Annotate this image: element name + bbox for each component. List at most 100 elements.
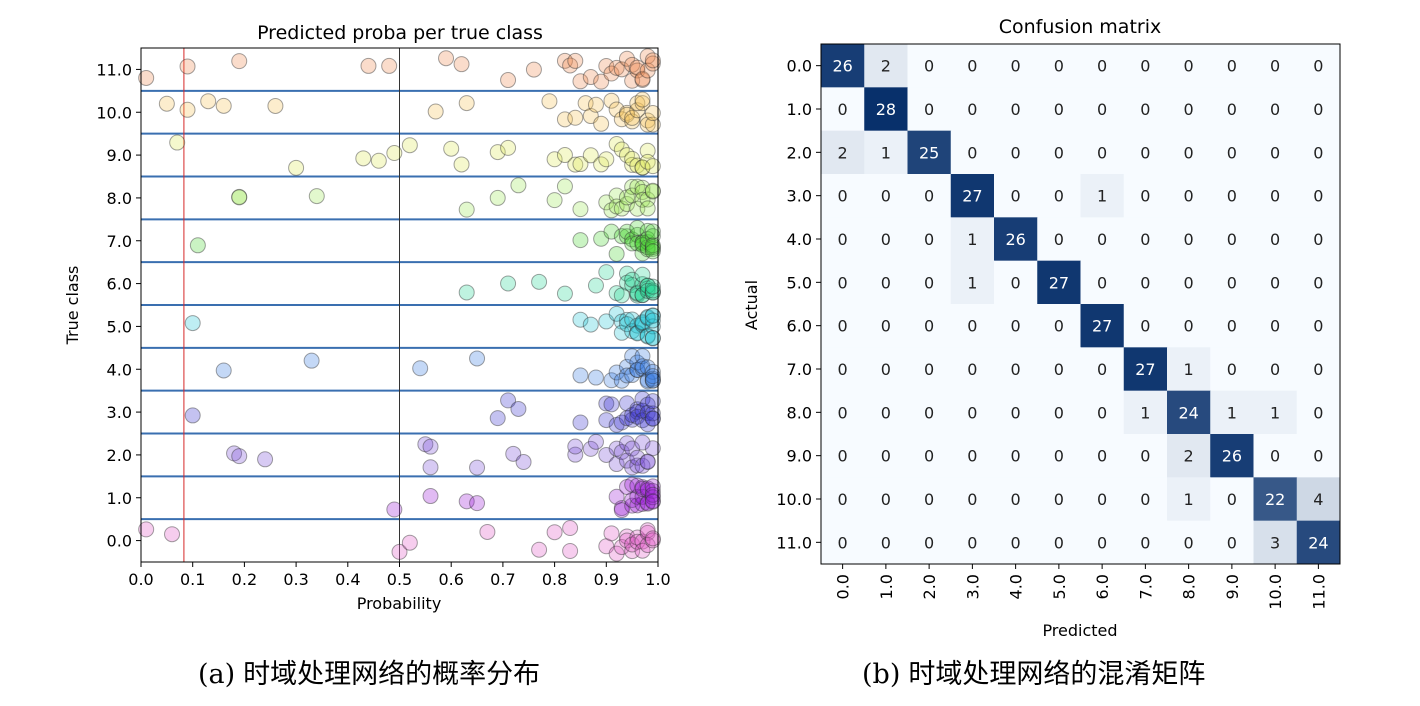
data-point xyxy=(489,189,506,206)
cm-cell-value: 0 xyxy=(881,360,891,379)
data-point xyxy=(634,159,651,176)
data-point xyxy=(624,492,641,509)
data-point xyxy=(179,101,196,118)
data-point xyxy=(634,95,651,112)
data-point xyxy=(582,316,599,333)
data-point xyxy=(370,152,387,169)
data-point xyxy=(613,313,630,330)
data-point xyxy=(138,69,155,86)
cm-cell-value: 26 xyxy=(1005,230,1025,249)
cm-cell-value: 3 xyxy=(1270,533,1280,552)
cm-cell-value: 27 xyxy=(1049,273,1069,292)
data-point xyxy=(577,95,594,112)
cm-cell xyxy=(1080,347,1125,392)
data-point xyxy=(500,139,517,156)
data-point xyxy=(639,396,656,413)
data-point xyxy=(158,95,175,112)
data-point xyxy=(629,354,646,371)
cm-cell-value: 0 xyxy=(1140,533,1150,552)
data-point xyxy=(624,72,641,89)
caption-b: (b) 时域处理网络的混淆矩阵 xyxy=(862,652,1205,691)
data-point xyxy=(618,147,635,164)
cm-cell-value: 0 xyxy=(838,447,848,466)
cm-cell-value: 0 xyxy=(924,490,934,509)
cm-cell xyxy=(864,477,908,522)
cm-cell xyxy=(950,434,995,478)
cm-cell xyxy=(821,44,865,88)
data-point xyxy=(644,410,661,427)
cm-y-tick-label: 10.0 xyxy=(776,490,812,509)
data-point xyxy=(639,48,656,65)
data-point xyxy=(629,408,646,425)
cm-cell-value: 0 xyxy=(924,360,934,379)
cm-cell-value: 1 xyxy=(881,143,891,162)
data-point xyxy=(639,453,656,470)
cm-x-tick-label: 11.0 xyxy=(1309,574,1328,610)
cm-cell-value: 0 xyxy=(1097,447,1107,466)
data-point xyxy=(562,543,579,560)
cm-cell-value: 2 xyxy=(838,143,848,162)
cm-cell xyxy=(1296,477,1341,522)
data-point xyxy=(572,414,589,431)
y-tick-label: 11.0 xyxy=(96,60,132,79)
data-point xyxy=(639,328,656,345)
data-point xyxy=(629,284,646,301)
data-point xyxy=(629,529,646,546)
cm-cell xyxy=(1080,44,1125,88)
cm-cell xyxy=(1296,434,1341,478)
cm-cell-value: 0 xyxy=(1011,273,1021,292)
data-point xyxy=(629,361,646,378)
cm-cell xyxy=(1167,44,1211,88)
cm-cell-value: 26 xyxy=(1222,447,1242,466)
data-point xyxy=(598,395,615,412)
cm-y-tick-label: 2.0 xyxy=(787,143,812,162)
data-point xyxy=(639,222,656,239)
caption-b-text: 时域处理网络的混淆矩阵 xyxy=(908,659,1206,690)
data-point xyxy=(613,414,630,431)
data-point xyxy=(624,406,641,423)
cm-cell xyxy=(1037,44,1081,88)
data-point xyxy=(618,265,635,282)
data-point xyxy=(639,537,656,554)
data-point xyxy=(438,50,455,67)
cm-cell xyxy=(950,390,995,435)
data-point xyxy=(567,438,584,455)
cm-cell-value: 0 xyxy=(1011,533,1021,552)
cm-cell-value: 0 xyxy=(881,447,891,466)
data-point xyxy=(644,284,661,301)
cm-cell xyxy=(1253,347,1298,392)
cm-cell xyxy=(1037,130,1081,175)
data-point xyxy=(644,370,661,387)
cm-y-tick-label: 3.0 xyxy=(787,187,812,206)
cm-cell-value: 27 xyxy=(962,187,982,206)
data-point xyxy=(634,179,651,196)
data-point xyxy=(231,53,248,70)
cm-cell-value: 0 xyxy=(838,100,848,119)
cm-cell xyxy=(1253,434,1298,478)
data-point xyxy=(453,156,470,173)
data-point xyxy=(556,111,573,128)
cm-y-tick-label: 4.0 xyxy=(787,230,812,249)
cm-cell-value: 0 xyxy=(881,187,891,206)
cm-cell-value: 0 xyxy=(838,490,848,509)
data-point xyxy=(453,56,470,73)
data-point xyxy=(639,416,656,433)
cm-cell xyxy=(1123,477,1168,522)
cm-cell-value: 0 xyxy=(967,100,977,119)
cm-cell-value: 27 xyxy=(1092,317,1112,336)
cm-frame xyxy=(820,43,1341,565)
data-point xyxy=(639,495,656,512)
cm-cell xyxy=(1210,44,1254,88)
cm-cell-value: 0 xyxy=(1011,360,1021,379)
data-point xyxy=(629,285,646,302)
cm-cell xyxy=(994,87,1038,132)
data-point xyxy=(618,274,635,291)
cm-cell xyxy=(1123,434,1168,478)
data-point xyxy=(639,310,656,327)
data-point xyxy=(613,443,630,460)
data-point xyxy=(639,200,656,217)
y-tick-label: 5.0 xyxy=(107,317,132,336)
cm-cell xyxy=(950,477,995,522)
cm-cell-value: 0 xyxy=(1054,187,1064,206)
cm-cell xyxy=(1037,434,1081,478)
